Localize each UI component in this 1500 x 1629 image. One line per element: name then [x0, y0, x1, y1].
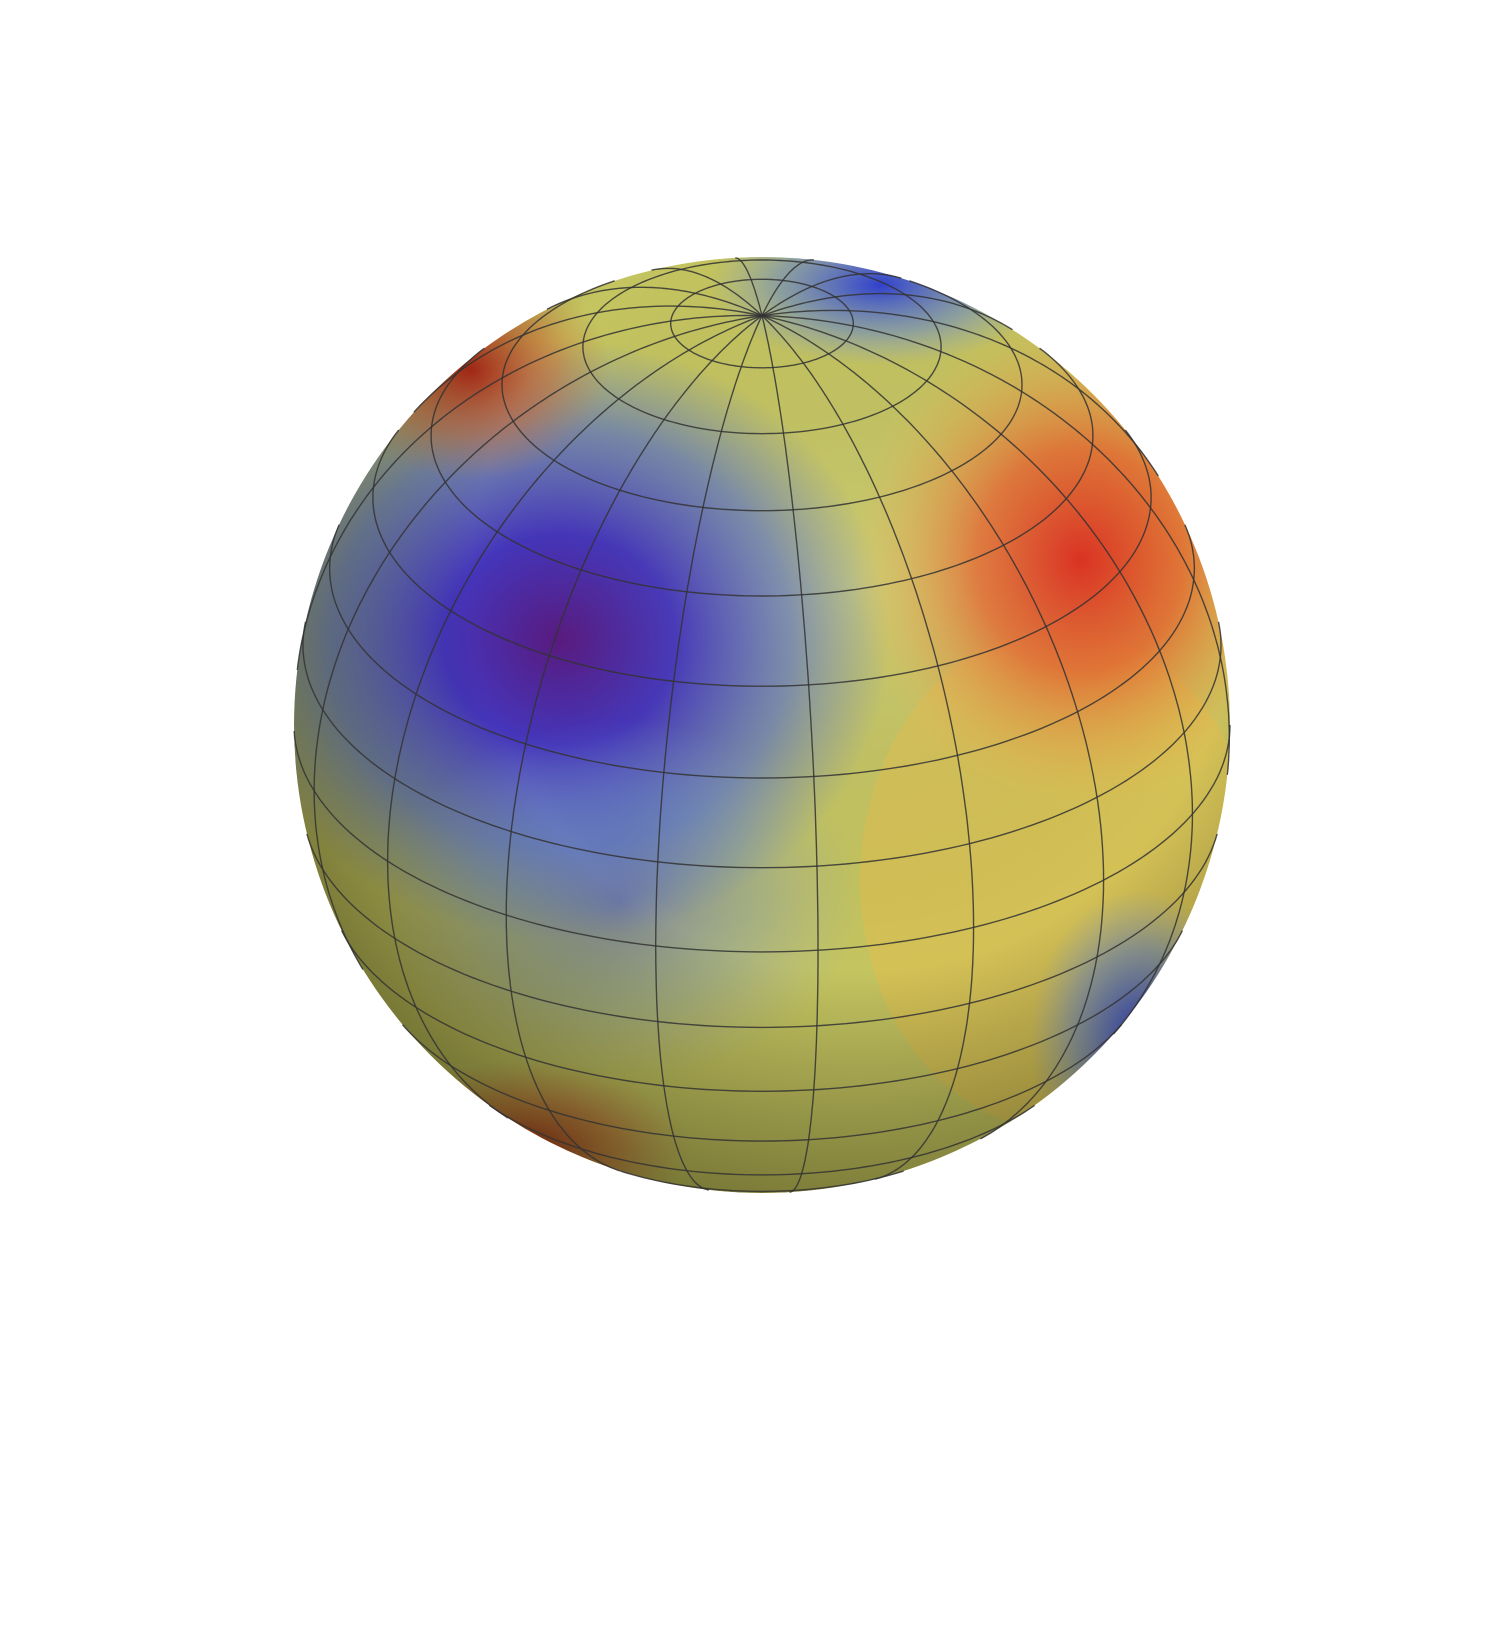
longitude-line	[313, 315, 763, 970]
sphere-surface	[294, 257, 1230, 1193]
longitude-line	[296, 314, 763, 670]
longitude-line	[413, 305, 763, 413]
latitude-line	[302, 621, 1222, 869]
longitude-line	[761, 259, 814, 317]
latitude-line	[670, 278, 854, 369]
latitude-line	[401, 1024, 1123, 1142]
longitude-line	[761, 309, 1159, 477]
longitude-line	[761, 315, 1194, 1035]
longitude-line	[761, 292, 1013, 331]
latitude-line	[501, 280, 1023, 512]
latitude-line	[293, 724, 1231, 953]
longitude-line	[761, 315, 1230, 775]
longitude-line	[546, 286, 763, 317]
latitude-line	[328, 524, 1196, 779]
longitude-line	[655, 315, 763, 1191]
latitude-line	[430, 347, 1094, 597]
longitude-line	[761, 273, 902, 317]
longitude-line	[761, 315, 1105, 1140]
mesh	[293, 257, 1231, 1193]
longitude-line	[761, 315, 819, 1193]
longitude-line	[386, 315, 763, 1119]
longitude-line	[651, 267, 763, 317]
latitude-line	[372, 429, 1152, 687]
longitude-line	[505, 315, 763, 1172]
longitude-line	[735, 257, 763, 316]
latitude-line	[340, 930, 1184, 1092]
latitude-line	[582, 259, 942, 435]
latitude-line	[306, 833, 1218, 1029]
longitude-line	[761, 315, 975, 1180]
